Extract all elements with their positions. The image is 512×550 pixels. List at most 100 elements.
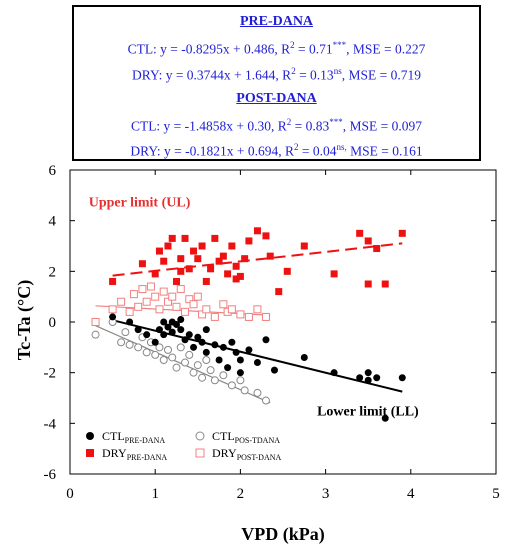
data-point-dry_pre <box>168 234 176 242</box>
data-point-ctl_post <box>163 345 172 354</box>
data-point-dry_pre <box>398 229 406 237</box>
data-point-dry_pre <box>253 227 261 235</box>
data-point-ctl_post <box>253 388 262 397</box>
data-point-dry_pre <box>330 270 338 278</box>
data-point-ctl_post <box>198 373 207 382</box>
data-point-dry_pre <box>185 265 193 273</box>
data-point-ctl_pre <box>198 338 206 346</box>
pre-dana-heading: PRE-DANA <box>239 14 314 29</box>
data-point-ctl_post <box>134 343 143 352</box>
data-point-ctl_post <box>117 338 126 347</box>
data-point-dry_post <box>253 305 262 314</box>
data-point-dry_post <box>185 295 194 304</box>
data-point-dry_pre <box>224 270 232 278</box>
data-point-ctl_pre <box>177 315 185 323</box>
upper-limit-label: Upper limit (UL) <box>89 196 191 211</box>
y-tick-label: -6 <box>44 467 57 483</box>
lower-limit-label: Lower limit (LL) <box>317 405 419 420</box>
data-point-ctl_post <box>181 358 190 367</box>
data-point-dry_post <box>261 312 270 321</box>
y-tick-label: 0 <box>49 315 57 331</box>
data-point-dry_pre <box>164 242 172 250</box>
data-point-dry_post <box>210 312 219 321</box>
data-point-dry_post <box>244 312 253 321</box>
data-point-ctl_post <box>202 356 211 364</box>
data-point-ctl_pre <box>232 348 240 356</box>
equation-ctl-pre: CTL: y = -0.8295x + 0.486, R2 = 0.71***,… <box>127 40 426 57</box>
data-point-ctl_pre <box>155 326 163 334</box>
data-point-ctl_pre <box>109 313 117 321</box>
data-point-ctl_pre <box>168 328 176 336</box>
data-point-ctl_post <box>236 376 245 385</box>
data-point-ctl_post <box>91 330 100 339</box>
legend-label-dry_pre: DRYPRE-DANA <box>102 446 167 462</box>
data-point-dry_pre <box>232 262 240 270</box>
data-point-ctl_post <box>142 348 151 357</box>
x-tick-label: 3 <box>322 486 330 502</box>
data-point-dry_post <box>91 318 100 326</box>
data-point-dry_post <box>151 292 160 301</box>
data-point-dry_pre <box>381 280 389 288</box>
data-point-dry_pre <box>356 229 364 237</box>
data-point-dry_pre <box>207 265 215 273</box>
data-point-ctl_post <box>185 350 194 359</box>
y-tick-label: -4 <box>44 416 57 432</box>
data-point-dry_post <box>202 305 211 314</box>
data-point-ctl_post <box>172 363 181 372</box>
data-point-dry_pre <box>228 242 236 250</box>
equation-ctl-post: CTL: y = -1.4858x + 0.30, R2 = 0.83***, … <box>130 117 423 134</box>
data-point-dry_post <box>181 307 190 316</box>
data-point-dry_post <box>219 300 228 309</box>
data-point-dry_post <box>198 310 207 319</box>
x-tick-label: 5 <box>492 486 500 502</box>
data-point-ctl_post <box>168 353 177 362</box>
data-point-dry_post <box>193 292 202 301</box>
data-point-ctl_post <box>125 340 134 349</box>
data-point-dry_pre <box>177 267 185 275</box>
data-point-dry_post <box>146 282 155 291</box>
data-point-ctl_pre <box>164 323 172 331</box>
data-point-dry_pre <box>364 280 372 288</box>
data-point-dry_post <box>134 302 143 311</box>
data-point-ctl_post <box>206 366 215 375</box>
data-point-ctl_pre <box>398 374 406 382</box>
data-point-dry_pre <box>266 252 274 260</box>
data-point-dry_pre <box>262 232 270 240</box>
data-point-dry_pre <box>215 257 223 265</box>
data-point-dry_post <box>227 305 236 314</box>
data-point-ctl_post <box>189 368 198 377</box>
plot-frame <box>69 169 497 475</box>
y-tick-label: -2 <box>44 366 57 382</box>
data-point-ctl_pre <box>236 356 244 364</box>
data-point-dry_pre <box>202 277 210 285</box>
data-point-dry_post <box>125 307 134 316</box>
data-point-ctl_pre <box>330 369 338 377</box>
data-point-ctl_post <box>193 361 202 370</box>
data-point-ctl_pre <box>185 331 193 339</box>
fit-line-dry_pre <box>112 242 403 277</box>
data-point-ctl_pre <box>211 341 219 349</box>
data-point-ctl_post <box>219 371 228 380</box>
data-point-ctl_post <box>240 386 249 395</box>
data-point-dry_pre <box>211 234 219 242</box>
data-point-dry_post <box>117 297 126 306</box>
data-point-dry_post <box>176 285 185 294</box>
legend-marker-ctl_pre <box>86 432 94 440</box>
data-point-dry_pre <box>283 267 291 275</box>
data-point-dry_pre <box>198 242 206 250</box>
data-point-ctl_pre <box>356 374 364 382</box>
data-point-dry_pre <box>300 242 308 250</box>
data-point-dry_pre <box>232 275 240 283</box>
data-point-ctl_pre <box>173 321 180 329</box>
data-point-ctl_pre <box>381 414 389 422</box>
data-point-ctl_pre <box>126 318 134 326</box>
data-point-dry_post <box>236 310 245 319</box>
data-point-ctl_post <box>176 343 185 352</box>
data-point-dry_post <box>129 290 138 299</box>
data-point-dry_pre <box>364 237 372 245</box>
y-tick-label: 4 <box>49 214 57 230</box>
data-point-ctl_post <box>151 350 160 359</box>
data-point-ctl_pre <box>373 374 381 382</box>
legend-label-ctl_post: CTLPOS-TDANA <box>212 429 280 445</box>
data-point-ctl_pre <box>300 353 308 361</box>
